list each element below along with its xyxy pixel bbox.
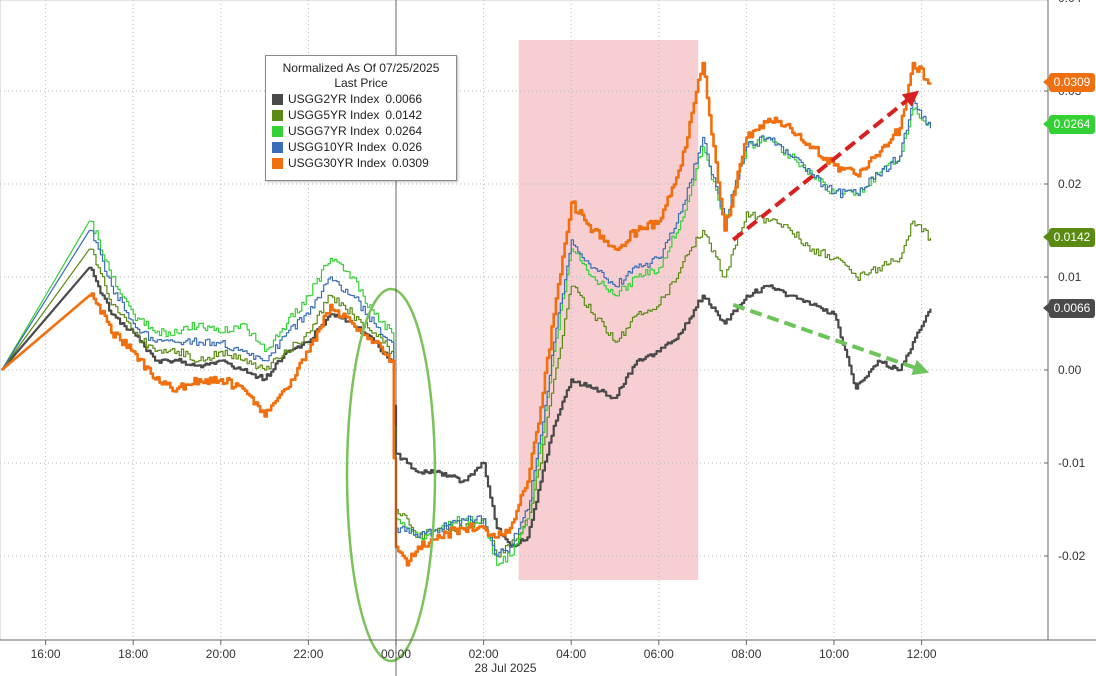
last-price-badge: 0.0142 [1043,228,1095,248]
y-tick-label: 0.02 [1058,177,1082,191]
gridlines [0,0,1048,640]
legend-series-value: 0.0264 [385,124,423,138]
last-price-badge: 0.0066 [1043,299,1095,319]
legend-swatch [272,141,283,153]
x-tick-label: 12:00 [907,647,937,661]
legend: Normalized As Of 07/25/2025 Last Price U… [265,55,457,181]
y-tick-label: -0.02 [1058,549,1086,563]
legend-series-value: 0.0066 [385,92,423,106]
x-date-label: 28 Jul 2025 [474,661,536,675]
legend-swatch [272,109,283,121]
shaded-region [518,40,699,580]
shaded-rect [518,40,699,580]
legend-series-value: 0.0142 [385,108,423,122]
x-tick-label: 18:00 [118,647,148,661]
legend-entry: USGG30YR Index 0.0309 [272,155,450,171]
annotations [345,90,930,663]
trend-arrow [732,90,920,242]
legend-swatch [272,93,283,105]
series-line-usgg5yr [1,211,931,558]
legend-subtitle: Last Price [334,76,388,90]
legend-entry: USGG5YR Index 0.0142 [272,107,450,123]
series-line-usgg7yr [1,107,931,566]
trend-arrow [732,303,930,375]
last-price-badge: 0.0309 [1043,73,1095,93]
x-tick-label: 06:00 [644,647,674,661]
legend-entries: USGG2YR Index 0.0066 USGG5YR Index 0.0142 US… [272,91,450,171]
last-price-badge: 0.0264 [1043,114,1095,134]
legend-entry: USGG2YR Index 0.0066 [272,91,450,107]
series-line-usgg30yr [0,61,932,567]
legend-series-name: USGG30YR Index [288,156,387,170]
y-tick-label: 0.04 [1058,0,1082,5]
x-tick-label: 22:00 [293,647,323,661]
legend-series-name: USGG7YR Index [288,124,380,138]
x-tick-label: 02:00 [469,647,499,661]
x-tick-label: 10:00 [819,647,849,661]
legend-series-value: 0.026 [392,140,423,154]
series-line-usgg2yr [0,266,932,548]
y-tick-label: -0.01 [1058,456,1086,470]
legend-entry: USGG10YR Index 0.026 [272,139,450,155]
x-tick-label: 16:00 [31,647,61,661]
legend-series-value: 0.0309 [392,156,429,170]
highlight-ellipse [345,287,437,663]
legend-swatch [272,125,283,137]
series-line-usgg10yr [1,99,931,557]
series-lines [0,61,932,567]
x-tick-label: 04:00 [556,647,586,661]
legend-series-name: USGG2YR Index [288,92,380,106]
x-tick-label: 20:00 [206,647,236,661]
x-tick-label: 08:00 [731,647,761,661]
y-tick-label: 0.00 [1058,363,1082,377]
y-tick-label: 0.01 [1058,270,1082,284]
legend-series-name: USGG5YR Index [288,108,380,122]
legend-entry: USGG7YR Index 0.0264 [272,123,450,139]
legend-title: Normalized As Of 07/25/2025 [282,61,440,75]
legend-swatch [272,157,283,169]
legend-series-name: USGG10YR Index [288,140,387,154]
